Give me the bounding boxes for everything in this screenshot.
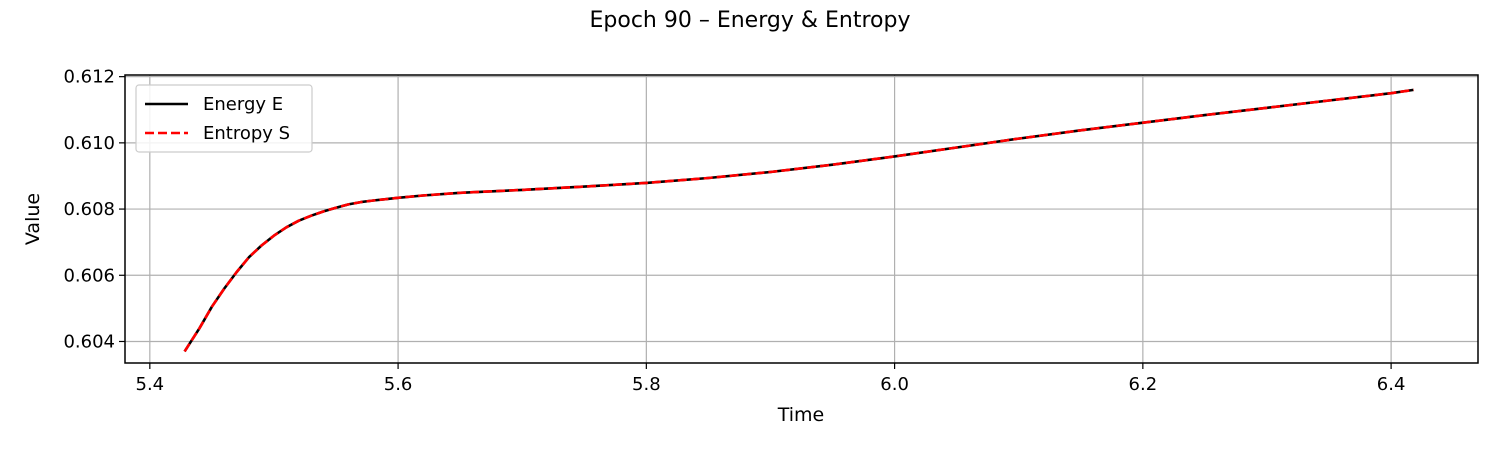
- legend-box: [135, 84, 313, 153]
- legend-label: Entropy S: [203, 123, 290, 144]
- plot-frame: [124, 74, 1479, 364]
- x-tick-label: 5.6: [384, 374, 413, 395]
- x-tick-label: 6.0: [880, 374, 909, 395]
- y-tick-label: 0.606: [63, 265, 115, 286]
- y-tick-label: 0.612: [63, 67, 115, 88]
- x-tick-label: 5.8: [632, 374, 661, 395]
- series-line-entropy: [183, 88, 1414, 353]
- legend: Energy E Entropy S: [135, 84, 313, 153]
- x-tick-label: 5.4: [136, 374, 165, 395]
- series-line-energy: [183, 88, 1414, 353]
- y-tick-label: 0.608: [63, 199, 115, 220]
- y-axis-label: Value: [22, 193, 44, 245]
- x-tick-label: 6.4: [1377, 374, 1406, 395]
- tick-layer: 5.4 5.6 5.8 6.0 6.2 6.4 0.604 0.606 0.608 0.610 0.…: [63, 67, 1405, 395]
- chart-title: Epoch 90 – Energy & Entropy: [590, 8, 911, 33]
- grid-layer: [125, 75, 1478, 363]
- y-tick-label: 0.604: [63, 331, 115, 352]
- x-axis-label: Time: [777, 404, 825, 426]
- series-layer: [183, 88, 1414, 353]
- x-tick-label: 6.2: [1129, 374, 1158, 395]
- legend-label: Energy E: [203, 94, 283, 115]
- y-tick-label: 0.610: [63, 133, 115, 154]
